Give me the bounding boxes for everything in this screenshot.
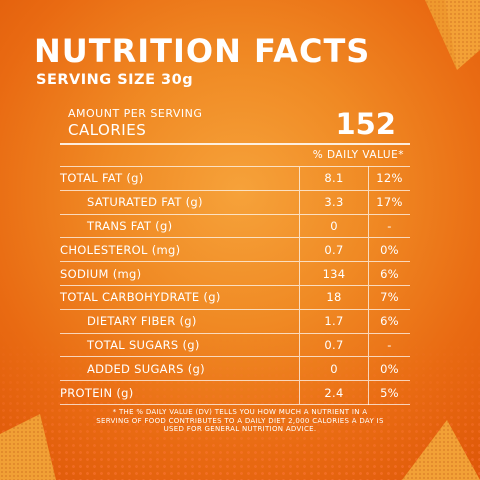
daily-value-header: % DAILY VALUE* bbox=[312, 149, 404, 161]
nutrient-daily-value: 7% bbox=[368, 284, 410, 310]
table-row: TOTAL SUGARS (g) 0.7 - bbox=[60, 332, 410, 357]
nutrient-amount: 0.7 bbox=[299, 237, 369, 262]
nutrient-label: PROTEIN (g) bbox=[60, 380, 300, 405]
nutrition-table: TOTAL FAT (g) 8.1 12% SATURATED FAT (g) … bbox=[60, 166, 410, 405]
nutrient-amount: 0 bbox=[299, 213, 369, 238]
nutrient-daily-value: 5% bbox=[368, 380, 410, 405]
nutrient-amount: 0.7 bbox=[299, 332, 369, 357]
table-row: PROTEIN (g) 2.4 5% bbox=[60, 380, 410, 405]
nutrient-daily-value: 12% bbox=[368, 166, 410, 191]
nutrient-daily-value: 17% bbox=[368, 189, 410, 215]
calories-label: CALORIES bbox=[68, 121, 147, 139]
table-row: SATURATED FAT (g) 3.3 17% bbox=[60, 189, 410, 215]
tortilla-chip-bottom-right-image bbox=[402, 420, 480, 480]
nutrient-amount: 18 bbox=[299, 284, 369, 310]
nutrient-label: TRANS FAT (g) bbox=[60, 213, 300, 238]
nutrient-label: TOTAL FAT (g) bbox=[60, 166, 300, 191]
amount-per-serving-label: AMOUNT PER SERVING bbox=[68, 107, 203, 120]
nutrient-label: TOTAL CARBOHYDRATE (g) bbox=[60, 284, 300, 310]
tortilla-chip-top-right-image bbox=[425, 0, 480, 70]
page-title: NUTRITION FACTS bbox=[34, 32, 371, 70]
daily-value-footnote: * THE % DAILY VALUE (DV) TELLS YOU HOW M… bbox=[96, 408, 384, 434]
nutrient-label: ADDED SUGARS (g) bbox=[60, 356, 300, 381]
nutrient-daily-value: - bbox=[368, 213, 410, 238]
table-row: DIETARY FIBER (g) 1.7 6% bbox=[60, 308, 410, 334]
table-row: TRANS FAT (g) 0 - bbox=[60, 213, 410, 238]
nutrient-label: DIETARY FIBER (g) bbox=[60, 308, 300, 334]
table-row: TOTAL CARBOHYDRATE (g) 18 7% bbox=[60, 284, 410, 310]
nutrient-daily-value: - bbox=[368, 332, 410, 357]
tortilla-chip-bottom-left-image bbox=[0, 414, 56, 480]
nutrient-amount: 2.4 bbox=[299, 380, 369, 405]
nutrient-daily-value: 6% bbox=[368, 308, 410, 334]
table-row: SODIUM (mg) 134 6% bbox=[60, 261, 410, 286]
nutrient-label: TOTAL SUGARS (g) bbox=[60, 332, 300, 357]
nutrient-amount: 134 bbox=[299, 261, 369, 286]
nutrient-daily-value: 6% bbox=[368, 261, 410, 286]
table-row: ADDED SUGARS (g) 0 0% bbox=[60, 356, 410, 381]
nutrient-amount: 8.1 bbox=[299, 166, 369, 191]
nutrient-daily-value: 0% bbox=[368, 237, 410, 262]
nutrient-daily-value: 0% bbox=[368, 356, 410, 381]
nutrient-amount: 1.7 bbox=[299, 308, 369, 334]
nutrient-amount: 0 bbox=[299, 356, 369, 381]
table-row: CHOLESTEROL (mg) 0.7 0% bbox=[60, 237, 410, 262]
nutrient-label: SODIUM (mg) bbox=[60, 261, 300, 286]
table-row: TOTAL FAT (g) 8.1 12% bbox=[60, 166, 410, 191]
nutrient-label: CHOLESTEROL (mg) bbox=[60, 237, 300, 262]
calories-divider bbox=[60, 143, 410, 145]
serving-size: SERVING SIZE 30g bbox=[36, 72, 194, 88]
nutrient-label: SATURATED FAT (g) bbox=[60, 189, 300, 215]
calories-value: 152 bbox=[335, 107, 396, 141]
nutrient-amount: 3.3 bbox=[299, 189, 369, 215]
